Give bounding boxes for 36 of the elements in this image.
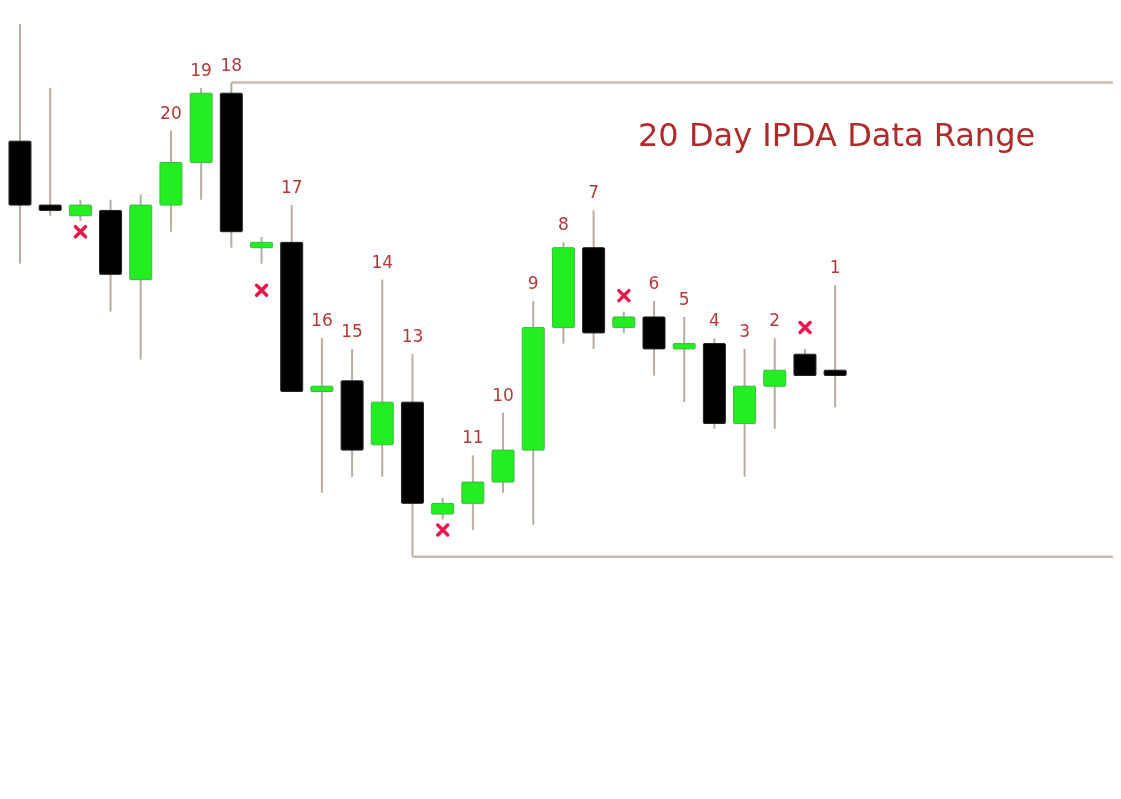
text: 3 [739, 320, 750, 341]
text: 1 [829, 256, 841, 277]
text: 2 [769, 310, 781, 331]
text: 4 [708, 310, 720, 331]
candlestick [823, 283, 847, 409]
candlestick [310, 337, 334, 494]
text: 10 [492, 384, 514, 405]
text: 14 [371, 251, 394, 272]
candlestick [431, 497, 455, 521]
text: 11 [462, 427, 484, 448]
candlestick [38, 86, 62, 217]
text: 20 Day IPDA Data Range [638, 116, 1036, 154]
candlestick [612, 310, 636, 334]
point [73, 224, 88, 239]
text: 20 [160, 102, 182, 123]
text: 19 [190, 59, 212, 80]
text: 8 [558, 214, 569, 235]
text: 7 [588, 182, 600, 203]
text: 18 [220, 54, 243, 75]
text: 17 [280, 177, 303, 198]
point [254, 283, 269, 298]
candlestick [793, 347, 817, 377]
candlestick [763, 337, 787, 430]
text: 16 [311, 310, 333, 331]
text: 5 [678, 288, 690, 309]
candlestick [250, 236, 274, 265]
candlestick [68, 198, 92, 223]
point [436, 523, 450, 537]
point [617, 288, 631, 303]
candlestick [672, 315, 696, 404]
candlestick [461, 454, 485, 531]
text: 6 [648, 272, 660, 293]
text: 9 [527, 272, 539, 293]
point [798, 320, 812, 335]
text: 13 [401, 326, 424, 347]
text: 15 [341, 320, 363, 341]
